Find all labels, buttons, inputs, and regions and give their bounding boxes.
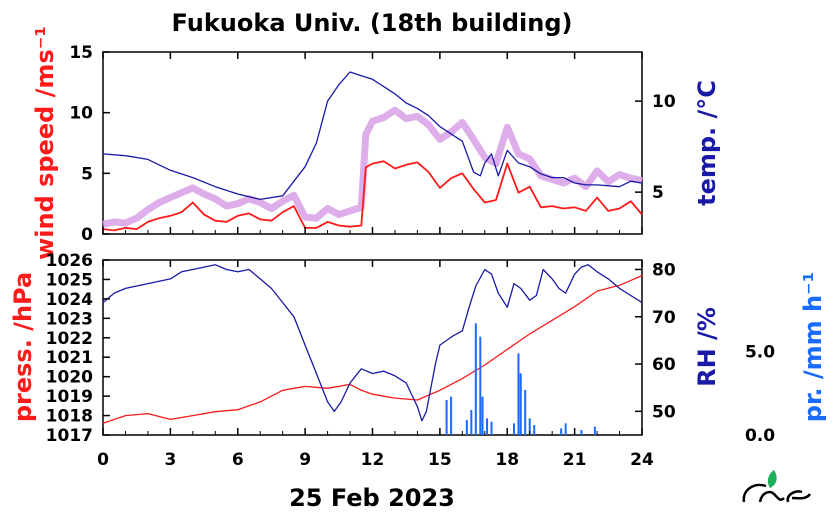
top-left-axis-label: wind speed /ms⁻¹ <box>31 26 59 260</box>
precip-bar <box>564 423 567 435</box>
precip-bar <box>474 323 477 435</box>
precip-bar <box>470 410 473 435</box>
bottom-left-y-tick-label: 1019 <box>46 387 93 407</box>
precip-tick-label: 0.0 <box>745 426 775 446</box>
precip-bar <box>524 390 527 435</box>
bottom-left-y-tick-label: 1017 <box>46 426 93 446</box>
x-tick-label: 3 <box>164 450 176 470</box>
x-tick-label: 12 <box>361 450 385 470</box>
precip-bar <box>517 353 520 435</box>
bottom-left-y-tick-label: 1021 <box>46 348 93 368</box>
bottom-panel-frame <box>102 259 643 436</box>
top-left-y-tick-label: 0 <box>81 225 93 245</box>
precip-bar <box>479 336 482 435</box>
top-right-y-tick-label: 5 <box>652 183 664 203</box>
bottom-left-axis-label: press. /hPa <box>9 272 37 422</box>
precip-axis-label: pr. /mm h⁻¹ <box>799 272 827 422</box>
chart-title: Fukuoka Univ. (18th building) <box>172 9 573 37</box>
wind_mean-line <box>102 160 643 232</box>
bottom-left-y-tick-label: 1023 <box>46 309 93 329</box>
bottom-left-y-tick-label: 1020 <box>46 368 93 388</box>
wind_gust-line <box>102 106 643 228</box>
bottom-right-y-tick-label: 50 <box>652 402 676 422</box>
temperature-line <box>102 71 643 201</box>
top-panel-plot <box>102 71 643 232</box>
precip-bar <box>450 396 453 435</box>
precip-bar <box>512 423 515 435</box>
top-left-y-tick-label: 15 <box>69 43 93 63</box>
x-tick-label: 18 <box>495 450 519 470</box>
precip-bar <box>445 400 448 435</box>
humidity-line <box>102 264 643 422</box>
top-panel-axes: 0 5 10 15 5 10 <box>69 43 676 245</box>
bottom-panel-plot <box>102 264 643 435</box>
precip-bar <box>533 425 536 435</box>
x-tick-label: 21 <box>563 450 587 470</box>
x-tick-label: 0 <box>97 450 109 470</box>
x-tick-label: 15 <box>428 450 452 470</box>
precip-bar <box>486 418 489 435</box>
precip-bar <box>465 420 468 435</box>
institution-logo-icon <box>742 470 812 503</box>
precip-bar <box>580 430 583 435</box>
bottom-right-y-tick-label: 60 <box>652 355 676 375</box>
precip-bar <box>490 421 493 435</box>
bottom-right-axis-label: RH /% <box>693 307 721 387</box>
top-right-axis-label: temp. /°C <box>693 80 721 206</box>
top-left-y-tick-label: 5 <box>81 164 93 184</box>
top-left-y-tick-label: 10 <box>69 104 93 124</box>
date-label: 25 Feb 2023 <box>289 484 455 512</box>
precip-tick-label: 5.0 <box>745 343 775 363</box>
x-tick-label: 24 <box>630 450 654 470</box>
x-tick-label: 9 <box>299 450 311 470</box>
precip-bar <box>528 418 531 435</box>
precip-bar <box>519 373 522 435</box>
precip-bar <box>560 428 563 435</box>
top-right-y-tick-label: 10 <box>652 92 676 112</box>
bottom-right-y-tick-label: 70 <box>652 308 676 328</box>
bottom-left-y-tick-label: 1025 <box>46 270 93 290</box>
bottom-left-y-tick-label: 1018 <box>46 407 93 427</box>
pressure-line <box>102 275 643 424</box>
precip-bar <box>481 396 484 435</box>
bottom-left-y-tick-label: 1026 <box>46 251 93 271</box>
bottom-left-y-tick-label: 1022 <box>46 329 93 349</box>
precip-bar <box>593 426 596 435</box>
x-tick-label: 6 <box>232 450 244 470</box>
bottom-panel-axes: 0 3 6 9 12 15 18 21 2410171018101910201021102210… <box>46 251 776 470</box>
bottom-left-y-tick-label: 1024 <box>46 290 93 310</box>
bottom-right-y-tick-label: 80 <box>652 260 676 280</box>
